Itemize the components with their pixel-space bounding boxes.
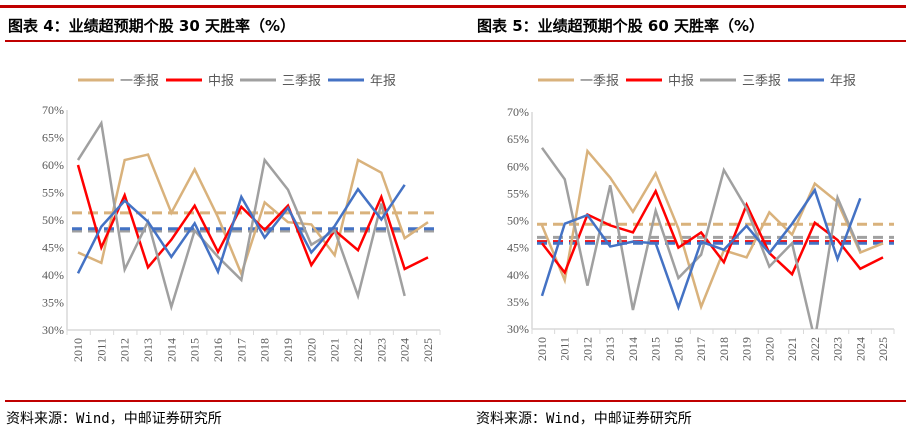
- x-tick-label: 2023: [831, 337, 845, 361]
- legend-label: 三季报: [742, 73, 781, 88]
- series-line-0: [77, 153, 429, 278]
- y-tick-label: 65%: [507, 132, 529, 146]
- x-tick-label: 2022: [808, 337, 822, 361]
- series-line-2: [540, 147, 862, 329]
- source-left: 资料来源：Wind，中邮证券研究所: [6, 411, 222, 427]
- x-tick-label: 2014: [626, 337, 640, 361]
- x-tick-label: 2020: [762, 337, 776, 361]
- chart-title-left: 图表 4：业绩超预期个股 30 天胜率（%）: [8, 17, 296, 35]
- x-tick-label: 2015: [188, 338, 202, 362]
- x-tick-label: 2019: [281, 338, 295, 362]
- top-rule: [0, 5, 906, 8]
- x-tick-label: 2023: [374, 338, 388, 362]
- y-tick-label: 45%: [507, 241, 529, 255]
- y-tick-label: 70%: [42, 103, 64, 117]
- y-tick-label: 55%: [42, 186, 64, 200]
- y-tick-label: 40%: [42, 268, 64, 282]
- y-tick-label: 35%: [42, 296, 64, 310]
- legend-label: 年报: [370, 73, 396, 88]
- chart-title-right: 图表 5：业绩超预期个股 60 天胜率（%）: [477, 17, 765, 35]
- legend-label: 中报: [668, 73, 694, 88]
- series-line-2: [76, 119, 406, 312]
- title-rule: [5, 40, 906, 42]
- x-tick-label: 2012: [580, 337, 594, 361]
- x-tick-label: 2015: [649, 337, 663, 361]
- y-tick-label: 45%: [42, 241, 64, 255]
- x-tick-label: 2013: [603, 337, 617, 361]
- x-tick-label: 2016: [671, 337, 685, 361]
- y-tick-label: 35%: [507, 295, 529, 309]
- x-tick-label: 2011: [94, 338, 108, 362]
- series-line-3: [76, 184, 406, 276]
- y-tick-label: 65%: [42, 131, 64, 145]
- x-tick-label: 2016: [211, 338, 225, 362]
- x-tick-label: 2010: [71, 338, 85, 362]
- x-tick-label: 2021: [785, 337, 799, 361]
- x-tick-label: 2010: [535, 337, 549, 361]
- source-rule: [5, 400, 906, 402]
- x-tick-label: 2011: [558, 337, 572, 361]
- y-tick-label: 70%: [507, 105, 529, 119]
- series-line-0: [540, 148, 884, 311]
- y-tick-label: 60%: [42, 158, 64, 172]
- legend-label: 三季报: [282, 73, 321, 88]
- legend-label: 一季报: [120, 73, 159, 88]
- x-tick-label: 2018: [258, 338, 272, 362]
- x-tick-label: 2024: [398, 338, 412, 362]
- x-tick-label: 2017: [234, 338, 248, 362]
- x-tick-label: 2012: [118, 338, 132, 362]
- x-tick-label: 2024: [853, 337, 867, 361]
- x-tick-label: 2014: [164, 338, 178, 362]
- series-line-1: [541, 188, 884, 277]
- x-tick-label: 2013: [141, 338, 155, 362]
- y-tick-label: 40%: [507, 268, 529, 282]
- chart-30-day: 30% 35% 40% 45% 50% 55% 60% 65% 70% 2010 2011 2012 2…: [42, 73, 441, 362]
- x-tick-label: 2017: [694, 337, 708, 361]
- x-tick-label: 2019: [740, 337, 754, 361]
- x-tick-label: 2022: [351, 338, 365, 362]
- x-tick-label: 2021: [328, 338, 342, 362]
- y-tick-label: 60%: [507, 159, 529, 173]
- chart-60-day: 30% 35% 40% 45% 50% 55% 60% 65% 70% 2010 2011 2012 2…: [507, 73, 895, 361]
- y-tick-label: 30%: [42, 323, 64, 337]
- x-tick-label: 2018: [717, 337, 731, 361]
- source-right: 资料来源：Wind，中邮证券研究所: [476, 411, 692, 427]
- series-line-3: [540, 187, 862, 312]
- y-tick-label: 55%: [507, 186, 529, 200]
- x-tick-label: 2020: [304, 338, 318, 362]
- legend-label: 年报: [830, 73, 856, 88]
- y-tick-label: 50%: [507, 214, 529, 228]
- x-tick-label: 2025: [876, 337, 890, 361]
- x-tick-label: 2025: [421, 338, 435, 362]
- y-tick-label: 30%: [507, 322, 529, 336]
- legend-label: 一季报: [580, 73, 619, 88]
- legend-label: 中报: [208, 73, 234, 88]
- y-tick-label: 50%: [42, 213, 64, 227]
